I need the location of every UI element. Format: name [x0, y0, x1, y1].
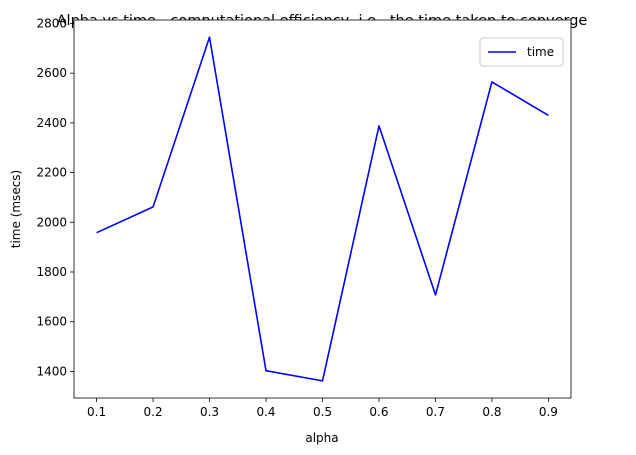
x-tick-label: 0.6 — [369, 405, 388, 419]
x-tick-label: 0.4 — [256, 405, 275, 419]
legend-label-time: time — [527, 45, 554, 59]
x-axis-label: alpha — [305, 431, 338, 445]
y-tick-label: 2800 — [36, 16, 67, 30]
y-tick-label: 2400 — [36, 116, 67, 130]
y-tick-label: 2600 — [36, 66, 67, 80]
y-axis-label: time (msecs) — [9, 170, 23, 248]
x-tick-label: 0.2 — [144, 405, 163, 419]
y-tick-label: 2000 — [36, 215, 67, 229]
y-tick-label: 1400 — [36, 364, 67, 378]
plot-frame — [73, 19, 572, 399]
y-tick-label: 2200 — [36, 166, 67, 180]
legend-box — [479, 37, 564, 67]
x-tick-label: 0.7 — [426, 405, 445, 419]
x-tick-label: 0.5 — [313, 405, 332, 419]
y-tick-label: 1800 — [36, 265, 67, 279]
x-tick-label: 0.3 — [200, 405, 219, 419]
x-tick-label: 0.1 — [87, 405, 106, 419]
series-line-time — [96, 36, 549, 382]
x-axis: 0.1 0.2 0.3 0.4 0.5 0.6 0.7 0.8 0.9 — [87, 398, 558, 419]
x-tick-label: 0.8 — [482, 405, 501, 419]
plot-area — [73, 19, 572, 399]
x-tick-label: 0.9 — [539, 405, 558, 419]
y-tick-label: 1600 — [36, 315, 67, 329]
y-axis: 1400 1600 1800 2000 2200 2400 2600 2800 — [36, 16, 74, 378]
legend: time — [479, 37, 564, 67]
